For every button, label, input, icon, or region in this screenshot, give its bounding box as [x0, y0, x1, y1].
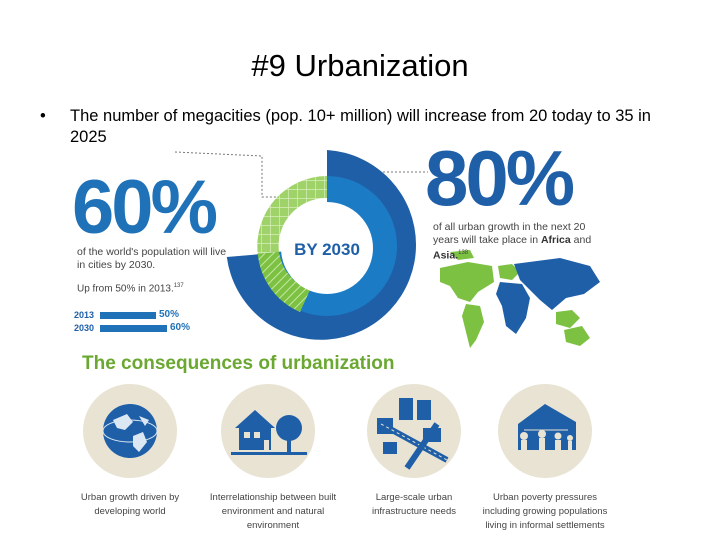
bar-year-2030: 2030	[74, 323, 95, 333]
bar-2030	[100, 325, 167, 332]
stat-80-percent: 80%	[425, 134, 575, 222]
consequence-caption-2: Interrelationship between built environm…	[209, 492, 337, 531]
bar-value-2013: 50%	[159, 309, 180, 320]
bar-value-2030: 60%	[170, 322, 191, 333]
donut-green-grid	[257, 176, 327, 254]
consequence-caption-4: Urban poverty pressures including growin…	[482, 492, 608, 531]
donut-center	[281, 202, 373, 294]
slide-title: #9 Urbanization	[251, 48, 469, 83]
bar-2013	[100, 312, 156, 319]
consequence-caption-1: Urban growth driven by developing world	[80, 492, 180, 517]
globe-icon	[83, 384, 177, 478]
stat-60-percent: 60%	[72, 165, 218, 250]
bullet-text: The number of megacities (pop. 10+ milli…	[70, 107, 651, 146]
stat-60-note: Up from 50% in 2013.137	[77, 283, 184, 295]
bullet-marker: •	[40, 107, 46, 125]
consequence-caption-3: Large-scale urban infrastructure needs	[372, 492, 456, 517]
house-tree-icon	[221, 384, 315, 478]
donut-green-hatch	[257, 252, 310, 312]
stat-60-description: of the world's population will live in c…	[77, 246, 227, 271]
tent-people-icon	[498, 384, 592, 478]
stat-80-description: of all urban growth in the next 20 years…	[433, 221, 592, 262]
world-map	[440, 250, 600, 348]
consequences-title: The consequences of urbanization	[82, 353, 395, 374]
donut-label: BY 2030	[294, 240, 360, 259]
buildings-road-icon	[367, 384, 461, 478]
bar-year-2013: 2013	[74, 310, 95, 320]
